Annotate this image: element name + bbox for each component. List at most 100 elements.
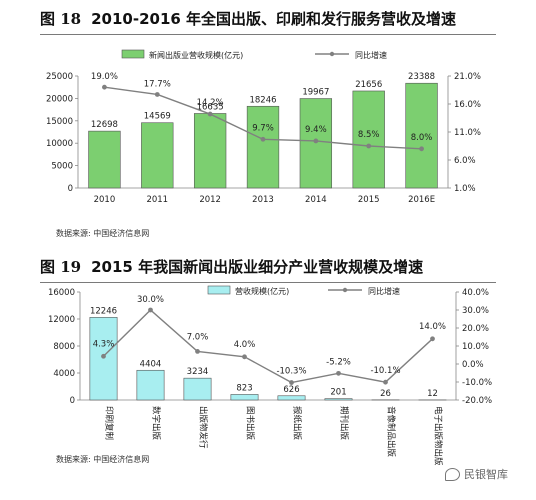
x-tick-label: 期刊出版 (339, 406, 350, 441)
bar-value-label: 12698 (91, 120, 118, 130)
x-tick-label: 图书出版 (245, 406, 256, 441)
source-note: 数据来源: 中国经济信息网 (56, 455, 150, 464)
y-tick-label: 10000 (46, 139, 73, 149)
watermark: 民银智库 (445, 466, 508, 482)
bar (183, 377, 212, 401)
chart-panel-18: 图 18 2010-2016 年全国出版、印刷和发行服务营收及增速 新闻出版业营收… (0, 0, 536, 248)
rate-point (195, 349, 200, 354)
legend-marker-line (329, 51, 335, 57)
y2-tick-label: 10.0% (462, 342, 489, 352)
rate-point (366, 143, 372, 149)
y2-tick-label: 11.0% (454, 128, 481, 138)
chart-19-svg: 营收规模(亿元) 同比增速 0 4000 8000 12000 16000 -20.0% -10… (48, 285, 492, 466)
x-tick-label: 数字出版 (151, 406, 162, 441)
y-tick-label: 0 (68, 184, 73, 194)
y-tick-label: 4000 (53, 369, 75, 379)
legend-label-line: 同比增速 (355, 50, 387, 60)
bar-value-label: 12 (427, 389, 438, 399)
y-tick-label: 0 (70, 396, 75, 406)
watermark-text: 民银智库 (464, 468, 508, 481)
figure-number: 图 18 (40, 10, 82, 28)
rate-label: 8.5% (358, 130, 380, 140)
y-tick-label: 25000 (46, 72, 73, 82)
x-tick-label: 2015 (358, 195, 380, 205)
bar (89, 317, 118, 401)
rate-point (242, 354, 247, 360)
bar-value-label: 3234 (187, 367, 209, 377)
x-tick-label: 报纸出版 (292, 406, 303, 441)
bar-value-label: 823 (236, 383, 252, 393)
y2-tick-label: 0.0% (462, 360, 484, 370)
bar (324, 398, 353, 401)
y2-tick-label: 1.0% (454, 184, 476, 194)
y2-tick-label: 16.0% (454, 100, 481, 110)
y-tick-label: 20000 (46, 94, 73, 104)
bar-value-label: 23388 (408, 72, 435, 82)
x-tick-label: 2013 (252, 195, 274, 205)
rate-label: 19.0% (91, 72, 118, 82)
title-rule (40, 282, 496, 283)
y-tick-label: 16000 (48, 288, 75, 298)
bar (136, 369, 165, 401)
x-tick-label: 2012 (199, 195, 221, 205)
rate-label: 4.0% (234, 340, 256, 350)
source-note: 数据来源: 中国经济信息网 (56, 229, 150, 238)
x-tick-label: 2010 (94, 195, 116, 205)
rate-point (430, 336, 435, 342)
rate-point (102, 84, 107, 90)
y2-tick-label: 20.0% (462, 324, 489, 334)
rate-point (154, 92, 160, 97)
figure-title: 2010-2016 年全国出版、印刷和发行服务营收及增速 (91, 10, 457, 28)
y2-tick-label: 6.0% (454, 156, 476, 166)
x-tick-label: 2016E (408, 195, 435, 205)
y2-tick-label: 21.0% (454, 72, 481, 82)
rate-line (103, 309, 433, 384)
legend-swatch-bars (207, 285, 231, 295)
x-tick-label: 音像制品出版 (386, 406, 397, 458)
bar (141, 122, 174, 189)
rate-point (101, 353, 106, 359)
bar-value-label: 4404 (140, 359, 162, 369)
bar-value-label: 18246 (249, 95, 276, 105)
rate-label: 8.0% (411, 133, 433, 143)
bar (405, 82, 438, 189)
bar-value-label: 12246 (90, 306, 117, 316)
bar-value-label: 201 (330, 388, 346, 398)
bar-value-label: 16635 (197, 102, 224, 112)
x-tick-label: 2011 (146, 195, 168, 205)
rate-point (313, 138, 319, 144)
y-tick-label: 15000 (46, 117, 73, 127)
legend-label-bars: 新闻出版业营收规模(亿元) (149, 50, 243, 60)
chart-title: 图 19 2015 年我国新闻出版业细分产业营收规模及增速 (40, 256, 423, 277)
title-rule (40, 34, 496, 35)
x-tick-label: 电子出版物出版 (433, 406, 444, 466)
x-tick-label: 印刷复制 (104, 406, 115, 440)
x-tick-label: 2014 (305, 195, 327, 205)
y-tick-label: 8000 (53, 342, 75, 352)
bar-value-label: 14569 (144, 112, 171, 122)
chart-title: 图 18 2010-2016 年全国出版、印刷和发行服务营收及增速 (40, 8, 456, 29)
legend-marker-line (342, 287, 348, 293)
rate-label: 9.7% (252, 123, 274, 133)
rate-label: 30.0% (137, 295, 164, 305)
rate-point (260, 136, 266, 142)
bar (193, 113, 227, 189)
rate-label: 14.2% (197, 98, 224, 108)
chart-panel-19: 图 19 2015 年我国新闻出版业细分产业营收规模及增速 营收规模(亿元) 同比增… (0, 248, 536, 500)
bar (88, 130, 121, 189)
y2-tick-label: 40.0% (462, 288, 489, 298)
rate-point (289, 380, 294, 385)
rate-point (148, 307, 153, 313)
rate-label: 14.0% (419, 322, 446, 332)
rate-point (336, 370, 341, 376)
y-tick-label: 12000 (48, 315, 75, 325)
y-tick-label: 5000 (51, 162, 73, 172)
rate-point (419, 146, 424, 152)
rate-point (383, 379, 388, 385)
bar-value-label: 19967 (302, 88, 329, 98)
bar-value-label: 26 (380, 389, 391, 399)
y2-tick-label: 30.0% (462, 306, 489, 316)
figure-title: 2015 年我国新闻出版业细分产业营收规模及增速 (91, 258, 424, 276)
chart-18-svg: 新闻出版业营收规模(亿元) 同比增速 0 5000 10000 15000 20000 250… (46, 49, 481, 205)
y2-tick-label: -10.0% (462, 378, 492, 388)
